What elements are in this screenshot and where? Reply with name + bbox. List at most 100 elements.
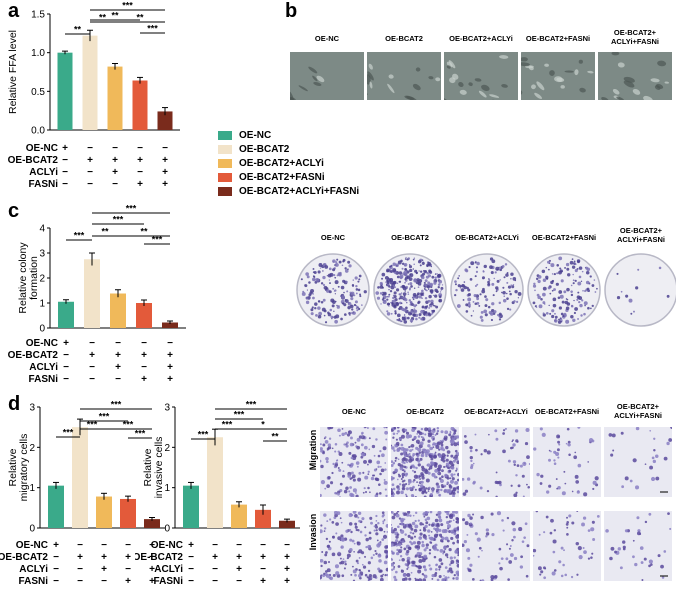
- cell-dot: [422, 436, 425, 439]
- cell-dot: [582, 516, 587, 520]
- colony-dot: [579, 303, 583, 308]
- cell-dot: [557, 456, 560, 459]
- cell-dot: [539, 573, 542, 576]
- cell-texture: [368, 63, 373, 70]
- cell-dot: [427, 547, 429, 549]
- cell-dot: [455, 561, 459, 565]
- cell-texture: [664, 81, 670, 84]
- cell-dot: [342, 558, 345, 560]
- cell-dot: [533, 447, 537, 451]
- y-tick-label: 1.0: [31, 48, 45, 59]
- cell-dot: [356, 562, 360, 565]
- colony-dot: [434, 273, 437, 275]
- cell-dot: [583, 550, 587, 555]
- cell-dot: [379, 465, 382, 468]
- cell-dot: [416, 432, 419, 435]
- y-axis-label: invasive cells: [153, 437, 165, 499]
- colony-dot: [379, 292, 383, 295]
- cell-dot: [420, 453, 425, 458]
- cell-dot: [652, 459, 657, 464]
- cell-dot: [400, 543, 403, 545]
- colony-dot: [534, 289, 536, 292]
- colony-dot: [343, 313, 347, 316]
- treatment-row-label: FASNi: [154, 576, 184, 587]
- y-tick-label: 3: [29, 403, 35, 414]
- cell-dot: [354, 573, 357, 577]
- image-column-label: OE-BCAT2+ACLYi: [449, 34, 513, 43]
- cell-dot: [411, 457, 414, 460]
- colony-dot: [549, 312, 552, 315]
- cell-dot: [381, 538, 385, 541]
- colony-dot: [312, 296, 315, 300]
- colony-dot: [386, 269, 389, 273]
- cell-dot: [320, 480, 326, 485]
- cell-dot: [393, 513, 397, 516]
- cell-dot: [425, 521, 429, 525]
- cell-dot: [435, 490, 438, 493]
- cell-dot: [486, 450, 491, 455]
- cell-dot: [373, 529, 376, 532]
- colony-dot: [331, 317, 333, 320]
- colony-dot: [409, 282, 413, 286]
- colony-dot: [538, 304, 543, 309]
- cell-texture: [616, 96, 624, 100]
- colony-dot: [431, 275, 435, 279]
- colony-dot: [403, 320, 408, 324]
- image-column-label: OE-NC: [314, 34, 340, 43]
- cell-dot: [324, 553, 328, 557]
- colony-dot: [510, 278, 512, 280]
- cell-dot: [406, 461, 409, 464]
- cell-dot: [431, 447, 434, 450]
- cell-dot: [622, 547, 626, 551]
- colony-dot: [412, 298, 415, 301]
- cell-texture: [578, 59, 583, 64]
- treatment-mark: −: [212, 576, 218, 587]
- colony-dot: [350, 304, 354, 309]
- cell-dot: [438, 493, 442, 497]
- colony-dot: [574, 279, 577, 282]
- cell-dot: [591, 520, 595, 524]
- cell-dot: [451, 477, 455, 481]
- colony-dot: [560, 312, 564, 316]
- cell-dot: [566, 516, 569, 519]
- colony-dot: [506, 307, 510, 311]
- cell-dot: [332, 573, 336, 577]
- cell-dot: [546, 490, 550, 494]
- colony-dot: [412, 258, 415, 261]
- cell-dot: [565, 523, 569, 526]
- colony-dot: [308, 281, 311, 284]
- cell-dot: [414, 495, 417, 497]
- colony-dot: [409, 318, 414, 323]
- cell-dot: [384, 462, 387, 464]
- colony-dot: [505, 273, 509, 277]
- cell-dot: [440, 441, 444, 445]
- cell-dot: [564, 573, 568, 577]
- colony-dot: [456, 304, 461, 308]
- colony-dot: [338, 305, 340, 307]
- colony-dot: [419, 264, 422, 267]
- cell-dot: [507, 578, 510, 581]
- cell-dot: [358, 557, 361, 559]
- cell-dot: [407, 523, 412, 527]
- colony-dot: [536, 293, 540, 297]
- cell-dot: [437, 514, 441, 519]
- colony-dot: [556, 263, 560, 267]
- cell-dot: [431, 578, 434, 580]
- cell-dot: [364, 555, 367, 558]
- cell-dot: [442, 552, 445, 555]
- cell-dot: [409, 531, 413, 534]
- colony-dot: [416, 278, 420, 282]
- cell-dot: [354, 492, 357, 494]
- bar: [136, 303, 152, 328]
- cell-dot: [338, 434, 341, 437]
- cell-dot: [368, 536, 372, 540]
- colony-dot: [433, 281, 437, 285]
- colony-dot: [340, 285, 345, 290]
- colony-dot: [429, 305, 433, 308]
- cell-dot: [450, 466, 455, 470]
- colony-dot: [537, 275, 542, 279]
- cell-dot: [406, 568, 409, 570]
- cell-dot: [421, 438, 425, 442]
- colony-dot: [616, 272, 619, 275]
